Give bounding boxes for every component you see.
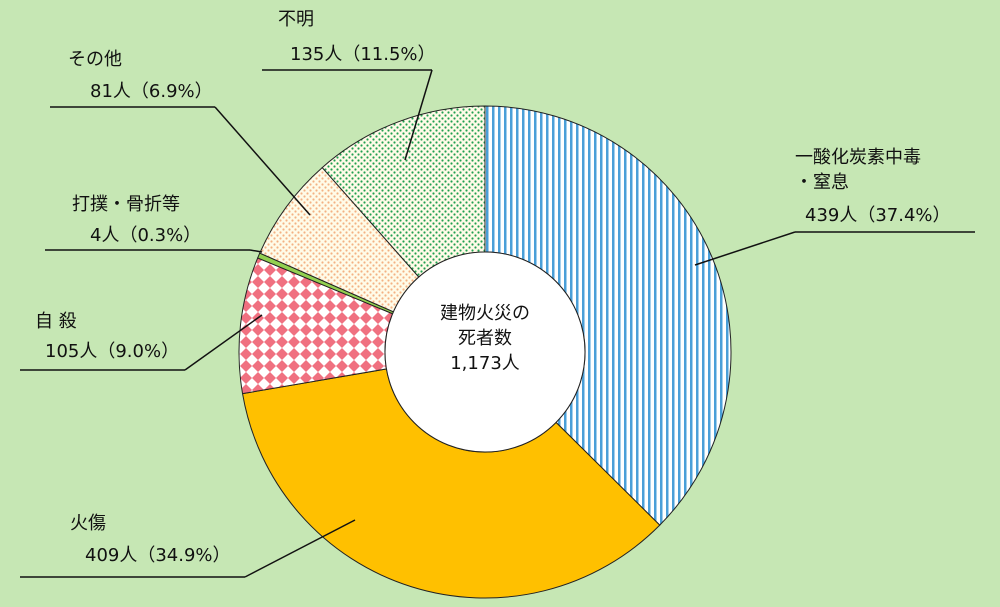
value-label: 409人（34.9%） [85, 545, 231, 566]
value-label: 105人（9.0%） [45, 341, 179, 362]
slice-label: 打撲・骨折等 [72, 194, 180, 215]
leader-line [184, 314, 263, 371]
slice-label: 不明 [278, 9, 314, 30]
center-total: 1,173人 [450, 353, 520, 374]
center-label: 死者数 [458, 328, 512, 349]
donut-hole [384, 251, 586, 453]
value-label: 81人（6.9%） [90, 81, 213, 102]
leader-line [404, 69, 433, 161]
leader-line [214, 106, 311, 216]
leader-line [249, 249, 263, 253]
leader-line [694, 231, 796, 266]
leader-line [244, 519, 356, 578]
slice-label: 一酸化炭素中毒・窒息 [795, 147, 921, 193]
slice-label: 自 殺 [35, 311, 77, 332]
slice-label: その他 [68, 49, 122, 70]
value-label: 439人（37.4%） [805, 205, 951, 226]
center-label: 建物火災の [440, 303, 530, 324]
value-label: 4人（0.3%） [90, 225, 201, 246]
slice-label: 火傷 [70, 513, 106, 534]
value-label: 135人（11.5%） [290, 44, 436, 65]
